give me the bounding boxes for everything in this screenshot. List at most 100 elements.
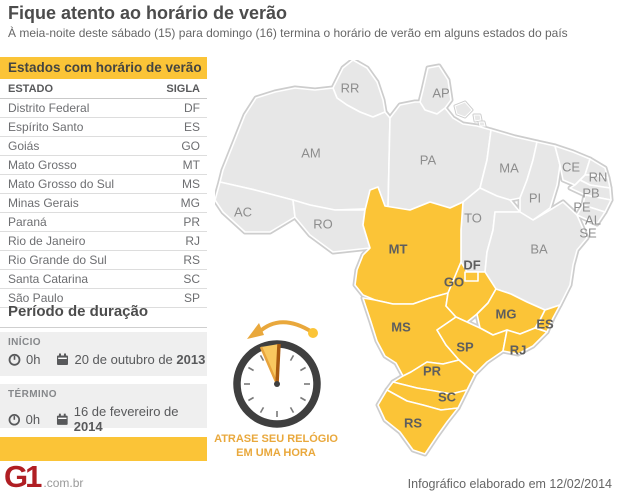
- state-name: Espírito Santo: [8, 120, 84, 134]
- state-name: São Paulo: [8, 291, 64, 305]
- g1-logo[interactable]: G1 .com.br: [4, 459, 84, 494]
- states-table: ESTADO SIGLA Distrito Federal DF Espírito …: [0, 80, 207, 308]
- g1-logo-suffix: .com.br: [43, 476, 84, 490]
- table-row: Goiás GO: [0, 137, 207, 156]
- duration-title: Período de duração: [8, 303, 149, 320]
- state-label-RS: RS: [404, 416, 422, 431]
- state-name: Goiás: [8, 139, 40, 153]
- state-name: Paraná: [8, 215, 47, 229]
- state-abbr: SC: [183, 272, 200, 286]
- hand-eleven: [259, 346, 279, 385]
- table-row: Paraná PR: [0, 213, 207, 232]
- state-label-DF: DF: [463, 258, 480, 273]
- clock-icon: [8, 413, 21, 426]
- table-row: Minas Gerais MG: [0, 194, 207, 213]
- state-name: Rio Grande do Sul: [8, 253, 107, 267]
- state-label-SC: SC: [438, 390, 457, 405]
- state-label-RR: RR: [341, 81, 360, 96]
- state-label-MG: MG: [496, 307, 517, 322]
- state-label-MA: MA: [499, 161, 519, 176]
- state-label-RN: RN: [589, 170, 608, 185]
- table-row: Santa Catarina SC: [0, 270, 207, 289]
- table-row: Mato Grosso MT: [0, 156, 207, 175]
- state-SE: [576, 204, 606, 225]
- end-time: 0h: [25, 411, 41, 427]
- col-estado: ESTADO: [8, 83, 54, 95]
- state-label-GO: GO: [444, 275, 464, 290]
- state-abbr: RJ: [185, 234, 200, 248]
- arrow-dot: [308, 328, 318, 338]
- state-name: Rio de Janeiro: [8, 234, 86, 248]
- state-AC: [215, 181, 296, 233]
- state-label-CE: CE: [562, 160, 580, 175]
- page-subtitle: À meia-noite deste sábado (15) para domi…: [8, 26, 568, 40]
- states-table-title: Estados com horário de verão: [0, 57, 207, 79]
- clock-note: ATRASE SEU RELÓGIO EM UMA HORA: [214, 433, 338, 459]
- calendar-icon: [57, 353, 69, 365]
- end-date: 16 de fevereiro de 2014: [73, 404, 179, 434]
- state-label-TO: TO: [464, 211, 482, 226]
- table-row: São Paulo SP: [0, 289, 207, 308]
- state-label-PI: PI: [529, 191, 541, 206]
- divider: [0, 327, 207, 328]
- state-RJ: [502, 327, 548, 355]
- state-RS: [377, 389, 459, 455]
- state-name: Mato Grosso do Sul: [8, 177, 115, 191]
- state-abbr: GO: [181, 139, 200, 153]
- state-label-SE: SE: [579, 226, 597, 241]
- state-label-PB: PB: [582, 186, 599, 201]
- state-abbr: MT: [182, 158, 200, 172]
- table-row: Espírito Santo ES: [0, 118, 207, 137]
- arrowhead-icon: [247, 323, 264, 339]
- state-label-PR: PR: [423, 364, 442, 379]
- table-row: Mato Grosso do Sul MS: [0, 175, 207, 194]
- state-label-AP: AP: [432, 86, 449, 101]
- state-abbr: PR: [183, 215, 200, 229]
- state-label-ES: ES: [536, 317, 554, 332]
- state-label-MS: MS: [391, 320, 411, 335]
- state-label-AC: AC: [234, 205, 252, 220]
- state-abbr: MS: [182, 177, 200, 191]
- state-abbr: DF: [184, 101, 200, 115]
- start-date: 20 de outubro de 2013: [74, 352, 206, 367]
- state-label-AM: AM: [301, 146, 321, 161]
- state-label-MT: MT: [389, 242, 408, 257]
- state-name: Distrito Federal: [8, 101, 90, 115]
- states-table-header: ESTADO SIGLA: [0, 80, 207, 99]
- duration-start-block: INÍCIO 0h 20 de outubro de 2013: [0, 332, 207, 376]
- hour-wedge: [261, 344, 279, 384]
- state-label-RJ: RJ: [510, 343, 527, 358]
- g1-logo-mark: G1: [4, 459, 42, 494]
- island-0: [454, 101, 473, 118]
- start-time: 0h: [26, 352, 41, 367]
- table-row: Rio de Janeiro RJ: [0, 232, 207, 251]
- state-label-SP: SP: [456, 340, 474, 355]
- state-abbr: ES: [183, 120, 200, 134]
- accent-bar: [0, 437, 207, 461]
- page-title: Fique atento ao horário de verão: [8, 3, 288, 23]
- end-label: TÉRMINO: [8, 389, 57, 400]
- state-DF: [464, 271, 479, 282]
- clock-icon: [8, 353, 21, 366]
- state-label-BA: BA: [530, 242, 548, 257]
- table-row: Rio Grande do Sul RS: [0, 251, 207, 270]
- state-name: Mato Grosso: [8, 158, 77, 172]
- start-label: INÍCIO: [8, 337, 41, 348]
- table-row: Distrito Federal DF: [0, 99, 207, 118]
- island-2: [478, 121, 486, 127]
- clock-center: [274, 381, 280, 387]
- island-1: [473, 114, 482, 122]
- state-abbr: MG: [180, 196, 200, 210]
- state-name: Santa Catarina: [8, 272, 89, 286]
- state-label-AL: AL: [585, 213, 601, 228]
- state-abbr: SP: [183, 291, 200, 305]
- duration-end-block: TÉRMINO 0h 16 de fevereiro de 2014: [0, 384, 207, 434]
- state-label-PA: PA: [420, 153, 437, 168]
- hand-twelve: [275, 343, 281, 385]
- credit-text: Infográfico elaborado em 12/02/2014: [407, 477, 612, 491]
- state-label-PE: PE: [573, 200, 591, 215]
- calendar-icon: [57, 413, 68, 425]
- col-sigla: SIGLA: [166, 83, 200, 95]
